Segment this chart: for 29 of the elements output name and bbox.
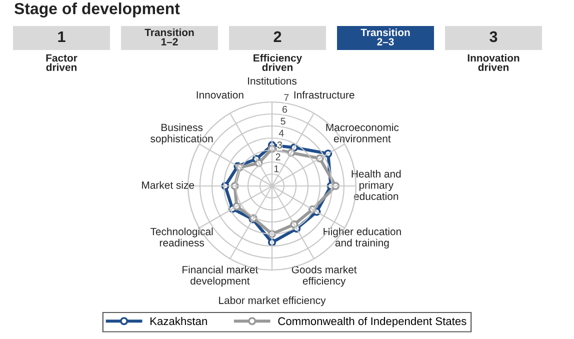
legend-label: Kazakhstan — [150, 316, 207, 326]
y-tick-label: 7 — [284, 94, 289, 101]
spoke-label: Technological readiness — [150, 228, 213, 246]
y-tick-label: 1 — [274, 165, 279, 172]
spoke-label: Business sophistication — [150, 123, 213, 144]
text: Efficiency driven — [254, 54, 302, 71]
legend-label: Commonwealth of Independent States — [278, 316, 466, 328]
spoke-label: Innovation — [196, 90, 244, 99]
y-tick-label: 6 — [282, 106, 287, 113]
spoke-label: Macroeconomic environment — [326, 123, 399, 142]
y-tick-label: 4 — [278, 130, 284, 136]
text: Transition 1–2 — [144, 28, 194, 46]
y-tick-label: 2 — [276, 153, 280, 160]
text: 1 — [58, 31, 66, 42]
spoke-label: Health and primary education — [352, 170, 401, 200]
y-tick-label: 3 — [277, 142, 282, 148]
y-tick-label: 5 — [280, 118, 286, 125]
spoke-label: Higher education and training — [324, 228, 401, 249]
text: Innovation driven — [468, 54, 520, 71]
chart-title: Stage of development — [14, 2, 180, 18]
text: Transition 2–3 — [360, 28, 410, 46]
spoke-label: Institutions — [248, 77, 297, 85]
spoke-label: Market size — [142, 181, 194, 189]
spoke-label: Infrastructure — [294, 90, 354, 99]
spoke-label: Goods market efficiency — [292, 266, 357, 287]
spoke-label: Financial market development — [182, 266, 258, 287]
text: Factor driven — [46, 54, 78, 71]
text: 3 — [490, 31, 498, 42]
spoke-label: Labor market efficiency — [219, 296, 326, 306]
